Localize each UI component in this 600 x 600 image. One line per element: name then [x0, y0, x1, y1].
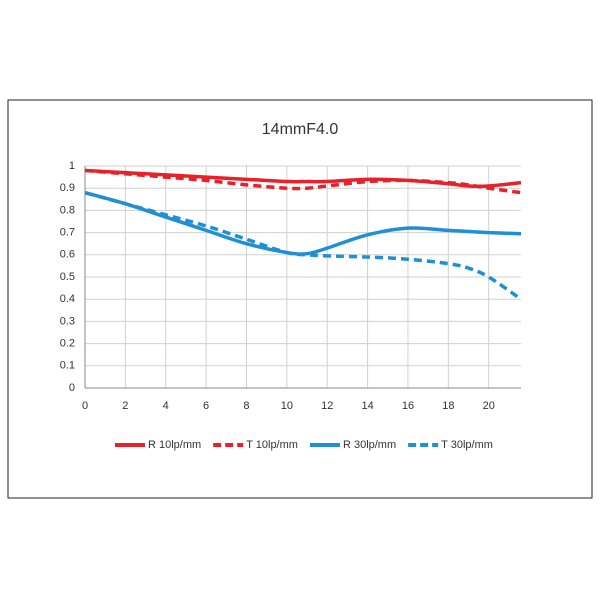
y-tick-label: 0 [69, 382, 75, 394]
y-tick-label: 1 [69, 160, 75, 172]
y-tick-label: 0.2 [60, 338, 75, 350]
y-tick-label: 0.6 [60, 249, 75, 261]
x-tick-label: 8 [243, 400, 249, 412]
legend-label: R 30lp/mm [343, 439, 396, 451]
y-tick-label: 0.5 [60, 271, 75, 283]
data-line [84, 190, 522, 301]
legend-label: T 10lp/mm [246, 439, 298, 451]
x-tick-label: 18 [442, 400, 454, 412]
y-tick-label: 0.8 [60, 204, 75, 216]
y-tick-label: 0.7 [60, 227, 75, 239]
x-tick-label: 14 [361, 400, 373, 412]
x-tick-label: 16 [402, 400, 414, 412]
data-line [84, 168, 522, 195]
legend-label: T 30lp/mm [441, 439, 493, 451]
y-tick-label: 0.3 [60, 315, 75, 327]
x-tick-label: 0 [82, 400, 88, 412]
y-tick-label: 0.9 [60, 182, 75, 194]
data-line [84, 190, 522, 256]
legend-label: R 10lp/mm [148, 439, 201, 451]
x-tick-label: 6 [203, 400, 209, 412]
x-tick-label: 12 [321, 400, 333, 412]
x-tick-label: 20 [483, 400, 495, 412]
x-tick-label: 10 [281, 400, 293, 412]
chart-title: 14mmF4.0 [262, 121, 339, 138]
y-tick-label: 0.4 [60, 293, 75, 305]
x-tick-label: 2 [122, 400, 128, 412]
x-tick-label: 4 [163, 400, 169, 412]
y-tick-label: 0.1 [60, 360, 75, 372]
